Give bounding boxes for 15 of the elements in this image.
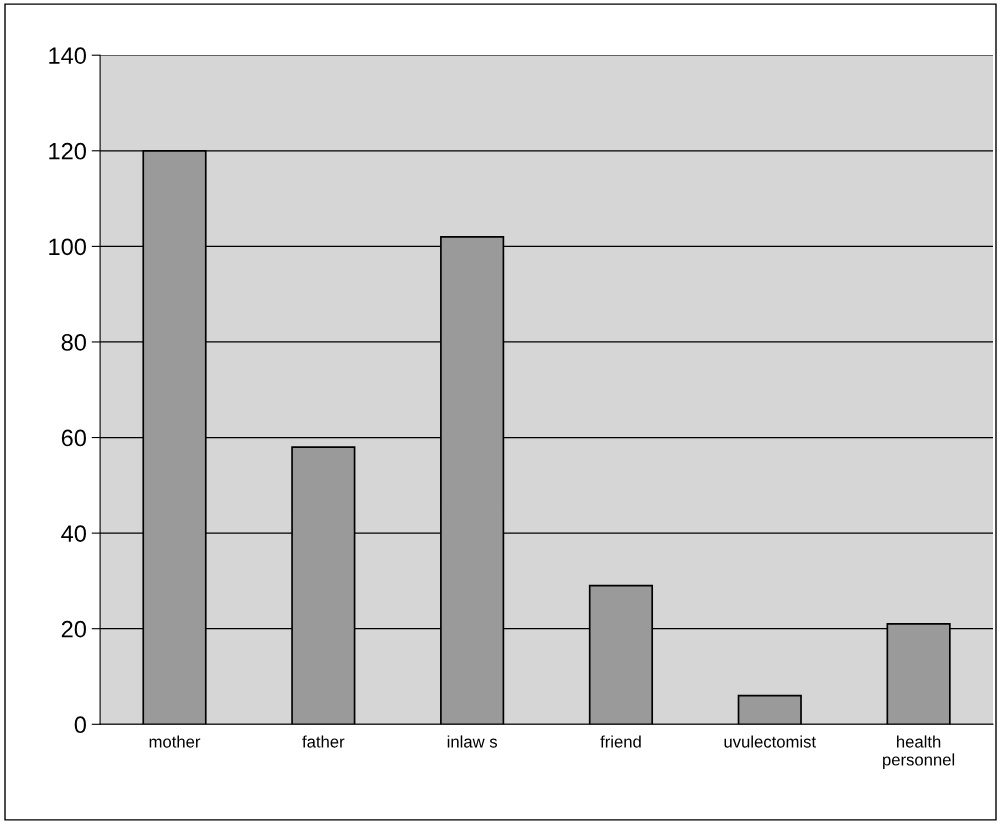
y-tick-label: 80 [61,334,86,351]
bar [737,694,802,725]
y-tick-label: 140 [49,47,86,64]
x-tick-label: mother [149,735,201,748]
y-tick-label: 20 [61,620,86,638]
x-tick-label: inlaw s [447,735,498,748]
y-tick-label: 100 [49,238,86,256]
x-tick-label: father [302,735,345,748]
x-tick-label: friend [600,735,641,748]
y-tick-label: 120 [49,142,86,160]
y-tick-label: 60 [61,429,86,447]
y-tick-label: 40 [61,525,86,542]
y-tick-label: 0 [74,716,86,734]
x-tick-label: uvulectomist [724,735,816,748]
x-tick-label: health personnel [883,735,955,769]
